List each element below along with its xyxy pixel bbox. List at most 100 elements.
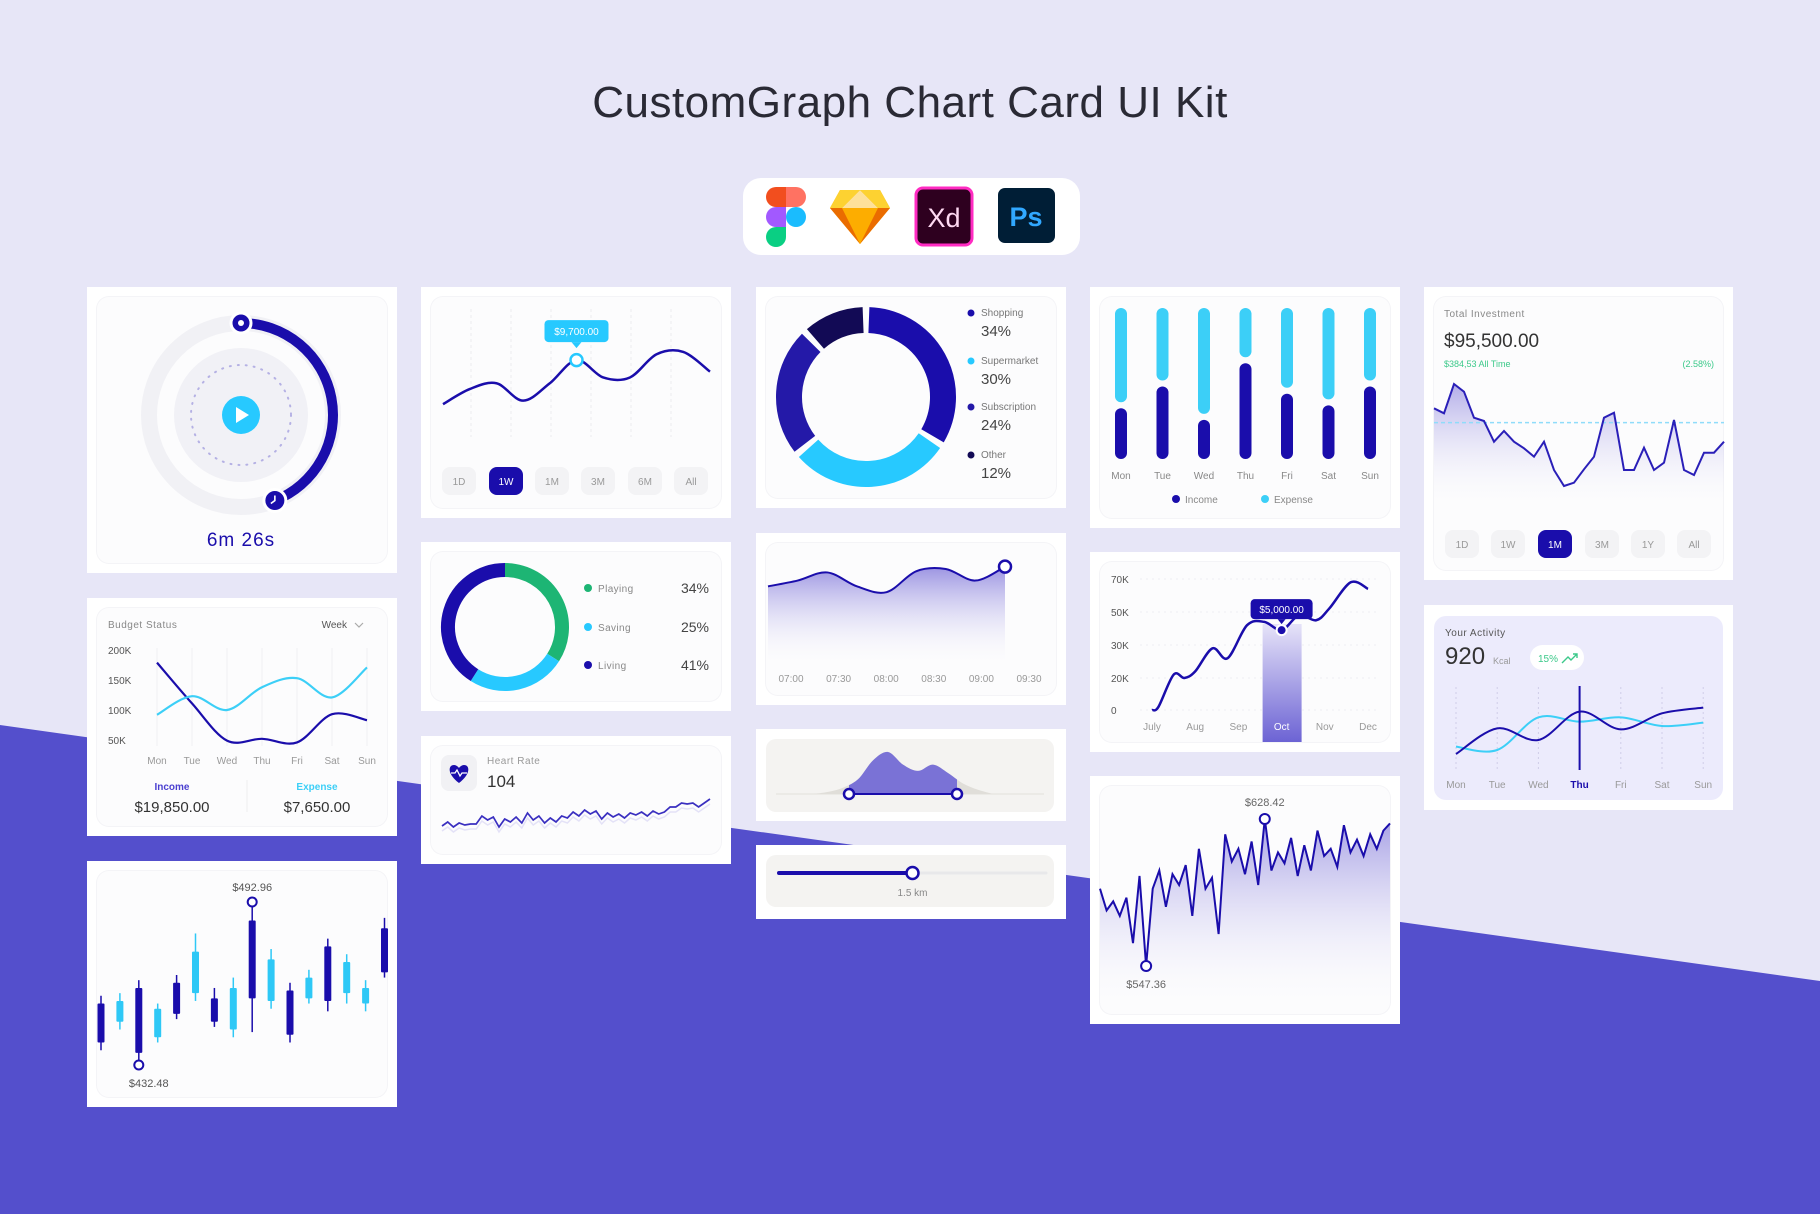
range-button-1d[interactable]: 1D	[442, 467, 476, 495]
spending-card: Shopping 34% Supermarket 30% Subscription 24%…	[756, 287, 1066, 508]
volatile-chart: $628.42 $547.36	[1099, 797, 1391, 1014]
range-button-label: 3M	[1595, 540, 1609, 551]
series-line	[1099, 818, 1391, 967]
tooltip-text: $9,700.00	[554, 327, 599, 338]
range-handle-min[interactable]	[842, 787, 856, 801]
bar-expense	[1364, 308, 1376, 381]
range-button-1d[interactable]: 1D	[1445, 530, 1479, 558]
period-select[interactable]: Week	[322, 620, 348, 631]
range-button-bg	[1585, 530, 1619, 558]
wave-chart: $9,700.00 1D 1W 1M 3M 6M All	[442, 309, 711, 495]
candlestick-chart: $492.96 $432.48	[97, 882, 388, 1090]
weekly-bars-card: Mon Tue Wed Thu Fri Sat Sun Income Expense	[1090, 287, 1400, 528]
candle-body	[210, 998, 218, 1022]
slice-supermarket	[798, 432, 941, 487]
x-tick-label: Thu	[1570, 780, 1588, 791]
card-title: Your Activity	[1445, 628, 1506, 639]
heart-rate-chart: Heart Rate 104	[441, 755, 711, 834]
x-tick-label: Wed	[1194, 471, 1214, 482]
range-button-1m[interactable]: 1M	[535, 467, 569, 495]
legend-value: 12%	[981, 465, 1011, 482]
x-tick-label: 08:30	[921, 674, 946, 685]
legend-label: Other	[981, 450, 1007, 461]
range-handle-max[interactable]	[950, 787, 964, 801]
income-total: $19,850.00	[134, 799, 209, 816]
range-button-all[interactable]: All	[1677, 530, 1711, 558]
highlight-band	[1262, 624, 1302, 742]
range-button-1y[interactable]: 1Y	[1631, 530, 1665, 558]
y-tick-label: 30K	[1111, 641, 1129, 652]
range-button-6m[interactable]: 6M	[628, 467, 662, 495]
legend-label: Subscription	[981, 402, 1036, 413]
trend-up-icon	[1561, 653, 1578, 664]
max-marker	[246, 896, 258, 908]
slider-thumb[interactable]	[905, 865, 920, 881]
bar-income	[1281, 393, 1293, 459]
candle-body	[286, 990, 294, 1035]
chevron-down-icon[interactable]	[354, 622, 364, 628]
range-button-label: All	[1688, 540, 1699, 551]
slice-living	[441, 563, 506, 682]
tooltip-box	[1250, 599, 1313, 620]
max-label: $628.42	[1245, 797, 1285, 809]
x-tick-label: Thu	[1237, 471, 1254, 482]
legend-label: Expense	[1274, 495, 1313, 506]
legend-label: Saving	[598, 623, 631, 634]
candlestick-card: $492.96 $432.48	[87, 861, 397, 1107]
range-button-label: 1M	[1548, 540, 1562, 551]
budget-card: Budget Status Week 200K 150K 100K 50K Mon Tue We…	[87, 598, 397, 836]
budget-chart: Budget Status Week 200K 150K 100K 50K Mon Tue We…	[108, 620, 376, 816]
legend-dot	[967, 309, 975, 317]
x-tick-label: Nov	[1316, 722, 1334, 733]
legend-dot	[584, 623, 592, 631]
legend-dot	[584, 661, 592, 669]
legend-value: 25%	[681, 619, 709, 635]
candle	[248, 905, 256, 1033]
activity-chart: Your Activity 920 Kcal 15% Mon Tue Wed Thu Fri Sa…	[1434, 616, 1723, 800]
range-button-1m[interactable]: 1M	[1538, 530, 1572, 558]
bar-income	[1115, 408, 1127, 459]
range-button-1w[interactable]: 1W	[489, 467, 523, 495]
candle-body	[154, 1008, 162, 1038]
range-button-3m[interactable]: 3M	[581, 467, 615, 495]
figma-icon	[766, 187, 806, 247]
range-button-bg	[1677, 530, 1711, 558]
legend-dot	[967, 357, 975, 365]
legend-dot	[1172, 495, 1180, 503]
slice-saving	[470, 653, 560, 691]
legend-value: 41%	[681, 657, 709, 673]
range-button-3m[interactable]: 3M	[1585, 530, 1619, 558]
y-tick-label: 200K	[108, 646, 132, 657]
range-button-label: 1Y	[1642, 540, 1655, 551]
progress-arc	[236, 318, 338, 506]
min-marker	[1140, 960, 1153, 972]
range-button-all[interactable]: All	[674, 467, 708, 495]
x-tick-label: Oct	[1274, 722, 1290, 733]
slider-value: 1.5 km	[897, 888, 927, 899]
heart-rate-value: 104	[487, 772, 515, 791]
low-label: $432.48	[129, 1078, 169, 1090]
candle	[286, 982, 294, 1043]
photoshop-icon: Ps	[998, 188, 1055, 243]
legend-value: 30%	[981, 371, 1011, 388]
y-tick-label: 50K	[108, 736, 126, 747]
legend-label: Supermarket	[981, 356, 1038, 367]
area-fill	[768, 566, 1005, 668]
x-tick-label: Wed	[1528, 780, 1548, 791]
x-tick-label: Sat	[1321, 471, 1336, 482]
change-label: $384,53 All Time	[1444, 359, 1511, 369]
range-button-1w[interactable]: 1W	[1491, 530, 1525, 558]
x-tick-label: Mon	[1111, 471, 1130, 482]
change-percent: (2.58%)	[1682, 359, 1714, 369]
budget-split-chart: Playing 34% Saving 25% Living 41%	[441, 563, 709, 691]
bar-expense	[1281, 308, 1293, 388]
candle	[324, 938, 332, 1012]
series-line-income	[156, 661, 368, 745]
candle	[192, 933, 199, 1001]
volatile-card: $628.42 $547.36	[1090, 776, 1400, 1024]
expense-label: Expense	[296, 782, 338, 793]
x-tick-label: Fri	[1281, 471, 1293, 482]
min-label: $547.36	[1126, 979, 1166, 991]
candle-body	[381, 928, 388, 973]
candle	[210, 987, 218, 1027]
